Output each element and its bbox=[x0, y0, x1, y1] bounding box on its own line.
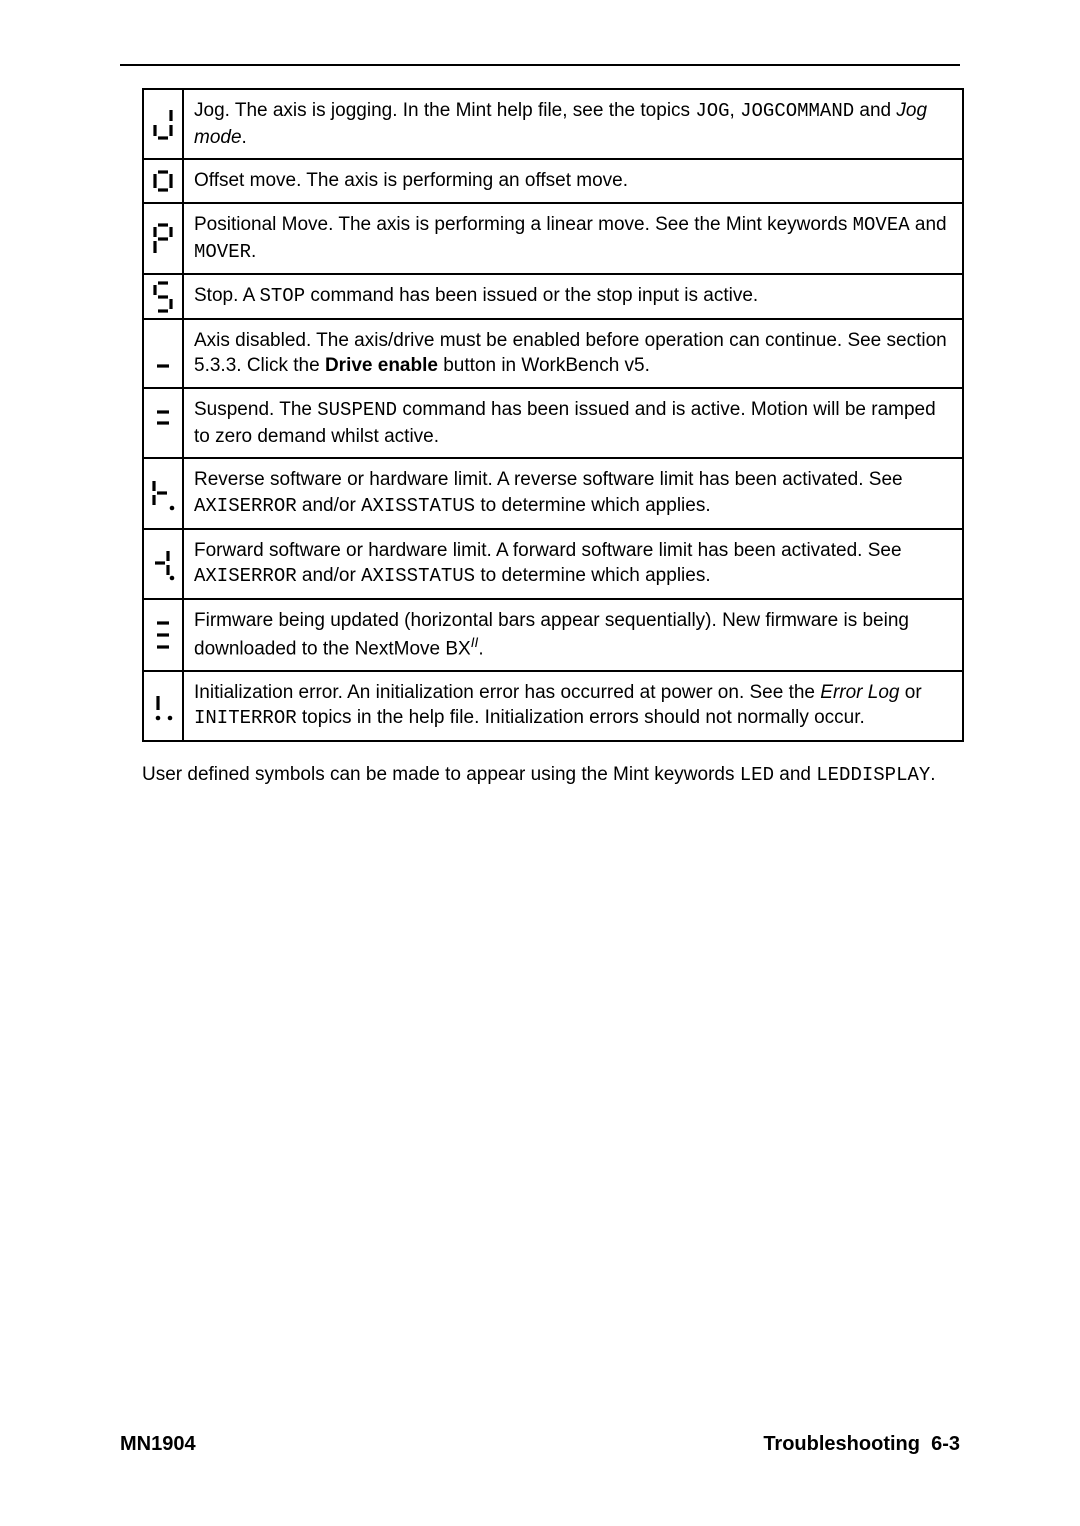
seg-suspend-icon bbox=[151, 406, 175, 440]
keyword: LED bbox=[740, 764, 774, 786]
symbol-cell bbox=[143, 671, 183, 741]
text: Forward software or hardware limit. A fo… bbox=[194, 540, 902, 561]
text: Positional Move. The axis is performing … bbox=[194, 214, 853, 235]
table-row: Stop. A STOP command has been issued or … bbox=[143, 274, 963, 319]
footer: MN1904 Troubleshooting 6-3 bbox=[120, 1427, 960, 1456]
content: Jog. The axis is jogging. In the Mint he… bbox=[120, 88, 960, 1427]
desc-cell: Jog. The axis is jogging. In the Mint he… bbox=[183, 89, 963, 159]
seg-o-icon bbox=[151, 168, 175, 194]
header-rule bbox=[120, 64, 960, 66]
text: . bbox=[251, 241, 256, 262]
after-table-note: User defined symbols can be made to appe… bbox=[142, 764, 962, 786]
text: . bbox=[478, 638, 483, 659]
desc-cell: Positional Move. The axis is performing … bbox=[183, 203, 963, 274]
text: Suspend. The bbox=[194, 399, 317, 420]
desc-cell: Firmware being updated (horizontal bars … bbox=[183, 599, 963, 671]
table-row: Positional Move. The axis is performing … bbox=[143, 203, 963, 274]
text: to determine which applies. bbox=[475, 565, 711, 586]
footer-section: Troubleshooting bbox=[763, 1433, 920, 1455]
symbol-cell bbox=[143, 319, 183, 388]
keyword: AXISERROR bbox=[194, 495, 297, 517]
text: topics in the help file. Initialization … bbox=[297, 707, 865, 728]
desc-cell: Initialization error. An initialization … bbox=[183, 671, 963, 741]
desc-cell: Stop. A STOP command has been issued or … bbox=[183, 274, 963, 319]
seg-underscore-icon bbox=[151, 336, 175, 370]
led-table: Jog. The axis is jogging. In the Mint he… bbox=[142, 88, 964, 742]
keyword: INITERROR bbox=[194, 707, 297, 729]
keyword: JOG bbox=[695, 100, 729, 122]
keyword: STOP bbox=[260, 285, 306, 307]
seg-j-icon bbox=[151, 107, 175, 141]
table-row: Suspend. The SUSPEND command has been is… bbox=[143, 388, 963, 458]
symbol-cell bbox=[143, 274, 183, 319]
text: . bbox=[242, 127, 247, 148]
text: Reverse software or hardware limit. A re… bbox=[194, 469, 903, 490]
desc-cell: Suspend. The SUSPEND command has been is… bbox=[183, 388, 963, 458]
table-row: Forward software or hardware limit. A fo… bbox=[143, 529, 963, 599]
seg-rev-limit-icon bbox=[150, 476, 176, 512]
text: User defined symbols can be made to appe… bbox=[142, 764, 740, 785]
desc-cell: Forward software or hardware limit. A fo… bbox=[183, 529, 963, 599]
keyword: LEDDISPLAY bbox=[816, 764, 930, 786]
text: to determine which applies. bbox=[475, 495, 711, 516]
table-row: Axis disabled. The axis/drive must be en… bbox=[143, 319, 963, 388]
italic-text: Error Log bbox=[820, 682, 899, 703]
symbol-cell bbox=[143, 388, 183, 458]
table-row: Offset move. The axis is performing an o… bbox=[143, 159, 963, 203]
text: and bbox=[910, 214, 947, 235]
symbol-cell bbox=[143, 159, 183, 203]
text: and bbox=[774, 764, 816, 785]
text: Stop. A bbox=[194, 285, 260, 306]
seg-init-icon bbox=[150, 688, 176, 724]
keyword: AXISSTATUS bbox=[361, 495, 475, 517]
desc-cell: Axis disabled. The axis/drive must be en… bbox=[183, 319, 963, 388]
text: , bbox=[730, 100, 741, 121]
text: button in WorkBench v5. bbox=[438, 355, 650, 376]
desc-cell: Reverse software or hardware limit. A re… bbox=[183, 458, 963, 528]
symbol-cell bbox=[143, 599, 183, 671]
symbol-cell bbox=[143, 529, 183, 599]
seg-fwd-limit-icon bbox=[150, 546, 176, 582]
page: Jog. The axis is jogging. In the Mint he… bbox=[0, 0, 1080, 1526]
keyword: MOVER bbox=[194, 241, 251, 263]
table-row: Firmware being updated (horizontal bars … bbox=[143, 599, 963, 671]
text: and bbox=[854, 100, 896, 121]
text: Initialization error. An initialization … bbox=[194, 682, 820, 703]
text: and/or bbox=[297, 495, 361, 516]
footer-page-number: 6-3 bbox=[931, 1433, 960, 1455]
keyword: JOGCOMMAND bbox=[740, 100, 854, 122]
text: or bbox=[899, 682, 921, 703]
desc-cell: Offset move. The axis is performing an o… bbox=[183, 159, 963, 203]
footer-doc-id: MN1904 bbox=[120, 1433, 196, 1456]
text: . bbox=[930, 764, 935, 785]
keyword: SUSPEND bbox=[317, 399, 397, 421]
symbol-cell bbox=[143, 203, 183, 274]
text: Jog. The axis is jogging. In the Mint he… bbox=[194, 100, 695, 121]
text: and/or bbox=[297, 565, 361, 586]
symbol-cell bbox=[143, 458, 183, 528]
seg-s-icon bbox=[151, 280, 175, 314]
table-row: Jog. The axis is jogging. In the Mint he… bbox=[143, 89, 963, 159]
footer-page-label: Troubleshooting 6-3 bbox=[763, 1433, 960, 1456]
keyword: AXISSTATUS bbox=[361, 565, 475, 587]
text: Firmware being updated (horizontal bars … bbox=[194, 610, 909, 659]
seg-firmware-icon bbox=[151, 617, 175, 653]
text: Offset move. The axis is performing an o… bbox=[194, 170, 628, 191]
table-row: Initialization error. An initialization … bbox=[143, 671, 963, 741]
seg-p-icon bbox=[151, 222, 175, 256]
text: command has been issued or the stop inpu… bbox=[305, 285, 758, 306]
bold-text: Drive enable bbox=[325, 355, 438, 376]
symbol-cell bbox=[143, 89, 183, 159]
keyword: AXISERROR bbox=[194, 565, 297, 587]
table-row: Reverse software or hardware limit. A re… bbox=[143, 458, 963, 528]
keyword: MOVEA bbox=[853, 214, 910, 236]
